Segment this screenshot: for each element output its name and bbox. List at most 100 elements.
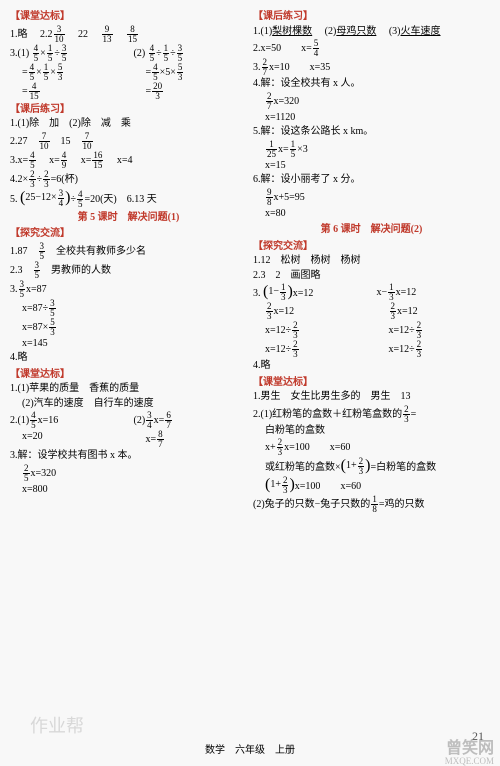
text: x+ (265, 442, 276, 453)
eq-line: x=12÷23 (253, 340, 367, 359)
text: 25−12× (25, 191, 56, 206)
text: 15 (61, 135, 71, 146)
text: 3.(1) (10, 47, 29, 58)
text: 2.3 (10, 265, 23, 276)
eq-line: =45×15×53 (10, 63, 124, 82)
answer-line: 白粉笔的盒数 (253, 424, 490, 439)
text: (2)兔子的只数−兔子只数的 (253, 499, 370, 510)
answer-line: x=87÷35 (10, 299, 247, 318)
eq-line: x=80 (253, 207, 490, 222)
text: x=87× (22, 322, 48, 333)
text: x+5=95 (274, 191, 305, 202)
eq-line: x−13x=12 (377, 283, 491, 302)
eq-col-1: 3. (1−13)x=12 23x=12 x=12÷23 x=12÷23 (253, 283, 367, 359)
answer-line: 1.87 35 全校共有教师多少名 (10, 242, 247, 261)
section-title: 【探究交流】 (253, 240, 490, 255)
eq-line: =415 (10, 82, 124, 101)
text: 1.(1) (253, 26, 272, 37)
text: x=4 (117, 154, 133, 165)
page: 【课堂达标】 1.略 2.2310 22 913 815 3.(1) 45×15… (0, 0, 500, 544)
text: ×3 (297, 143, 308, 154)
eq-line: x=20 (10, 430, 124, 445)
text: x=320 (31, 468, 57, 479)
text: 3. (253, 288, 261, 299)
eq-line: x=15 (253, 159, 490, 174)
eq-col-2: (2) 45÷15÷35 =45×5×53 =203 (134, 44, 248, 101)
answer-line: 1.略 2.2310 22 913 815 (10, 25, 247, 44)
eq-line: 3.(1) 45×15÷35 (10, 44, 124, 63)
answer-line: 3.27x=10 x=35 (253, 58, 490, 77)
right-column: 【课后练习】 1.(1)梨树棵数 (2)母鸡只数 (3)火车速度 2.x=50 … (253, 8, 490, 514)
equation-columns: 2.(1)45x=16 x=20 (2)34x=67 x=87 (10, 411, 247, 449)
text: 3. (10, 284, 18, 295)
eq-col-2: x−13x=12 23x=12 x=12÷23 x=12÷23 (377, 283, 491, 359)
answer-line: 4.略 (10, 351, 247, 366)
text: x=100 (284, 442, 310, 453)
section-title: 【课堂达标】 (10, 368, 247, 383)
watermark-icon: MXQE.COM (445, 756, 494, 766)
text: x=320 (274, 95, 300, 106)
text: 母鸡只数 (336, 26, 376, 37)
answer-line: 2.3 2 画图略 (253, 269, 490, 284)
text: 梨树棵数 (272, 26, 312, 37)
equation-columns: 3. (1−13)x=12 23x=12 x=12÷23 x=12÷23 x−1… (253, 283, 490, 359)
eq-line: (2) 45÷15÷35 (134, 44, 248, 63)
eq-line: 27x=320 (253, 92, 490, 111)
text: 3. (253, 62, 261, 73)
eq-line: x=12÷23 (377, 321, 491, 340)
text: x=60 (340, 481, 361, 492)
answer-line: 2.(1)红粉笔的盒数＋红粉笔盒数的23= (253, 405, 490, 424)
text: x=100 (295, 481, 321, 492)
eq-line: 23x=12 (253, 302, 367, 321)
eq-line: x=87 (134, 430, 248, 449)
text: x= (81, 154, 92, 165)
answer-line: x=145 (10, 337, 247, 352)
text: ÷ (37, 173, 43, 184)
text: x=12 (396, 287, 417, 298)
answer-line: 1.(1)苹果的质量 香蕉的质量 (10, 382, 247, 397)
section-title: 【探究交流】 (10, 227, 247, 242)
eq-line: =45×5×53 (134, 63, 248, 82)
text: x=12 (274, 306, 295, 317)
text: x=12 (397, 306, 418, 317)
footer-text: 数学 六年级 上册 (0, 741, 500, 756)
subsection-title: 第 6 课时 解决问题(2) (253, 223, 490, 238)
section-title: 【课堂达标】 (10, 10, 247, 25)
text: 2. (40, 28, 48, 39)
fraction: 310 (54, 25, 65, 44)
answer-line: 3.x=45 x=49 x=1615 x=4 (10, 151, 247, 170)
text: x=10 (269, 62, 290, 73)
fraction: 815 (127, 25, 138, 44)
text: 男教师的人数 (51, 265, 111, 276)
eq-line: (1+23)x=100 x=60 (253, 476, 490, 495)
text: ÷ (70, 194, 76, 205)
text: x= (154, 415, 165, 426)
eq-col-1: 3.(1) 45×15÷35 =45×15×53 =415 (10, 44, 124, 101)
text: 22 (78, 28, 88, 39)
text: = (22, 85, 28, 96)
watermark-icon: 曾笑网 (446, 734, 494, 758)
text: (3) (389, 26, 401, 37)
eq-line: 2.(1)45x=16 (10, 411, 124, 430)
text: =白粉笔的盒数 (370, 462, 436, 473)
text: x=12÷ (265, 325, 291, 336)
eq-line: 25x=320 (10, 464, 247, 483)
text: = (411, 408, 417, 419)
fraction: 913 (102, 25, 113, 44)
eq-line: x=12÷23 (253, 321, 367, 340)
answer-line: 3.解：设学校共有图书 x 本。 (10, 449, 247, 464)
answer-line: (2)兔子的只数−兔子只数的18=鸡的只数 (253, 495, 490, 514)
answer-line: 5. (25−12×34)÷45=20(天) 6.13 天 (10, 189, 247, 209)
text: x=12÷ (389, 344, 415, 355)
text: 3.x= (10, 154, 28, 165)
answer-line: 或红粉笔的盒数×(1+23)=白粉笔的盒数 (253, 457, 490, 476)
text: 火车速度 (401, 26, 441, 37)
watermark-icon: 作业帮 (30, 712, 84, 738)
eq-line: x=800 (10, 483, 247, 498)
text: =6(杯) (51, 173, 78, 184)
text: x= (278, 143, 289, 154)
text: x=60 (330, 442, 351, 453)
answer-line: 5.解：设这条公路长 x km。 (253, 125, 490, 140)
eq-line: x=1120 (253, 111, 490, 126)
section-title: 【课后练习】 (10, 103, 247, 118)
